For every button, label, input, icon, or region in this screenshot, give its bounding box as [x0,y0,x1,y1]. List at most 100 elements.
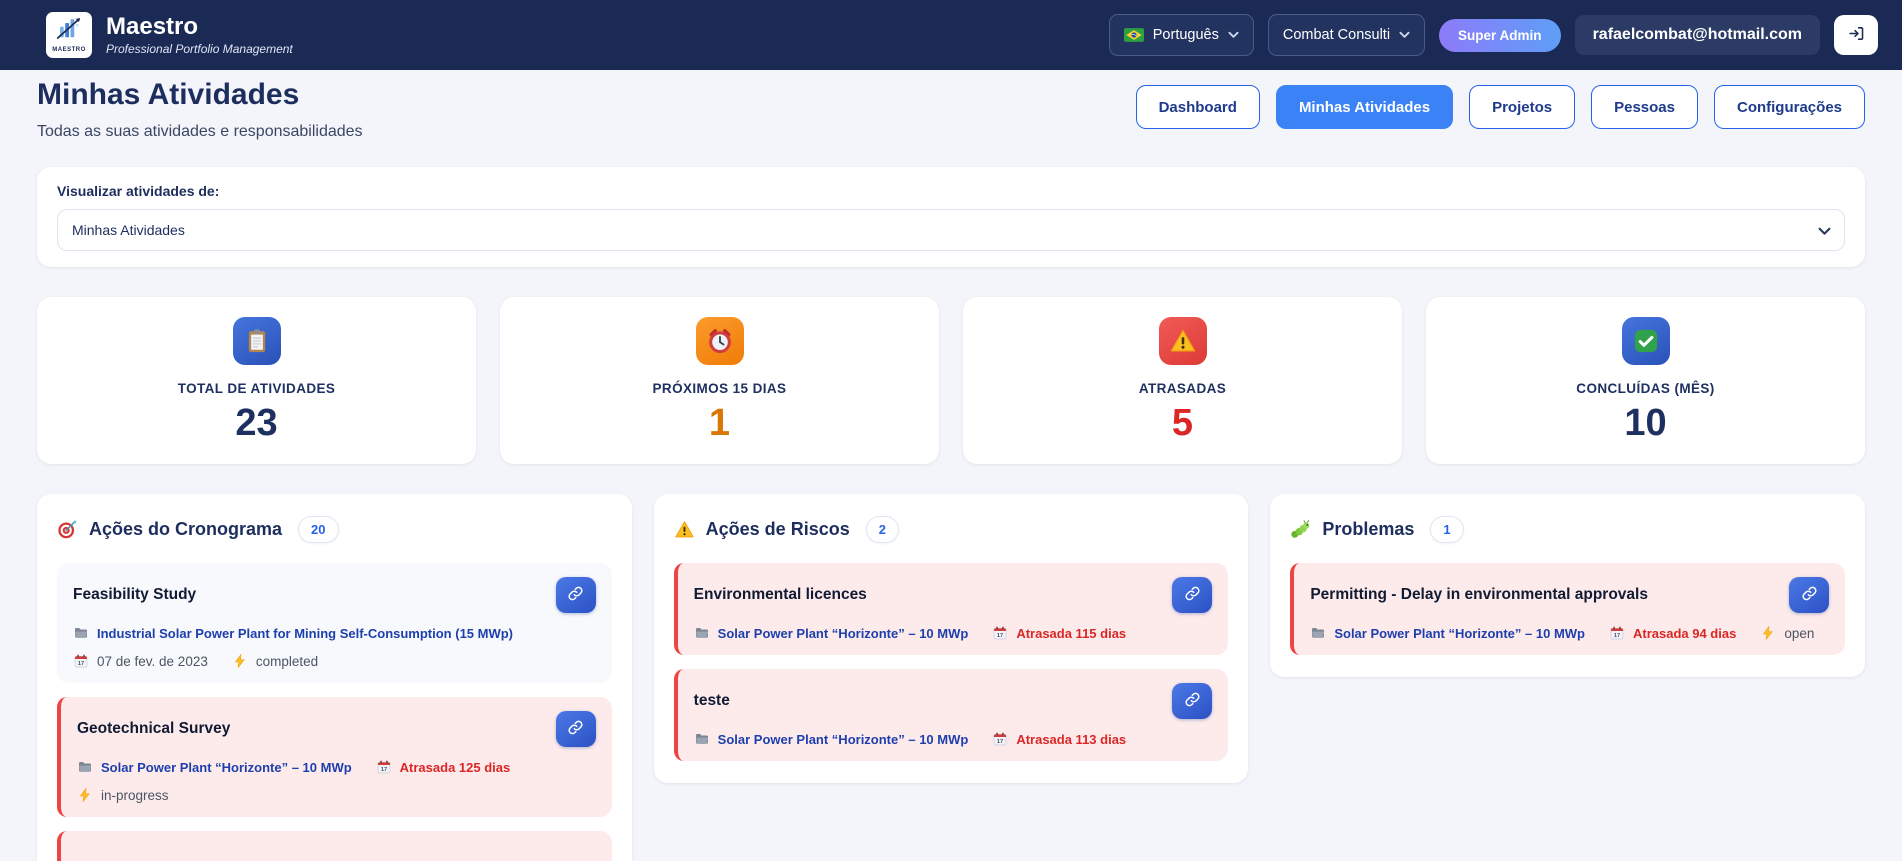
logout-button[interactable] [1834,15,1878,55]
tab-minhas-atividades[interactable]: Minhas Atividades [1275,85,1454,129]
stat-label: PRÓXIMOS 15 DIAS [652,381,787,396]
page-nav: Dashboard Minhas Atividades Projetos Pessoa… [1135,85,1865,129]
open-link-button[interactable] [1172,683,1213,719]
project-link[interactable]: Solar Power Plant “Horizonte” – 10 MWp [77,759,352,775]
stat-card: TOTAL DE ATIVIDADES 23 [37,297,476,464]
board-column: Ações do Cronograma 20 Feasibility Study… [37,494,632,861]
stat-value: 10 [1624,402,1667,444]
overdue-label: 17 Atrasada 115 dias [992,625,1126,641]
folder-icon [77,759,93,775]
svg-text:17: 17 [997,633,1003,639]
chevron-down-icon [1228,31,1239,39]
activities-filter-card: Visualizar atividades de: Minhas Ativida… [37,167,1865,267]
calendar-icon: 17 [1609,625,1625,641]
board: Ações do Cronograma 20 Feasibility Study… [37,494,1865,861]
user-email: rafaelcombat@hotmail.com [1574,15,1820,55]
stat-value: 23 [235,402,278,444]
project-link[interactable]: Solar Power Plant “Horizonte” – 10 MWp [1310,625,1585,641]
svg-text:17: 17 [1614,633,1620,639]
tab-projetos[interactable]: Projetos [1469,85,1576,129]
language-select[interactable]: Português [1108,14,1254,56]
task-card: Environmental licences Solar Power Plant… [673,563,1229,655]
open-link-button[interactable] [555,577,596,613]
open-link-button[interactable] [555,711,596,747]
overdue-label: 17 Atrasada 94 dias [1609,625,1736,641]
check-icon [1621,317,1670,365]
tab-pessoas[interactable]: Pessoas [1591,85,1698,129]
alarm-icon [695,317,744,365]
task-title: Permitting - Delay in environmental appr… [1310,586,1648,603]
open-link-button[interactable] [1789,577,1829,613]
company-select[interactable]: Combat Consulti [1267,14,1426,56]
calendar-icon: 17 [992,731,1008,747]
maestro-logo: MAESTRO [46,12,92,58]
column-title: Problemas [1322,519,1415,539]
stat-label: TOTAL DE ATIVIDADES [177,381,336,396]
svg-text:17: 17 [997,739,1003,745]
task-title: Environmental licences [693,586,867,603]
column-count-badge: 2 [865,516,899,543]
meta-text: in-progress [77,787,169,803]
column-title: Ações de Riscos [705,519,850,539]
page-subtitle: Todas as suas atividades e responsabilid… [37,123,363,140]
meta-text: completed [232,653,318,669]
tab-configura-es[interactable]: Configurações [1713,85,1865,129]
task-card: Geotechnical Survey Solar Power Plant “H… [57,697,612,817]
calendar-icon: 17 [73,653,89,669]
brand-tagline: Professional Portfolio Management [106,42,293,57]
chevron-down-icon [1399,31,1410,39]
stat-value: 1 [708,402,731,444]
logo-caption: MAESTRO [52,47,86,53]
column-count-badge: 1 [1430,516,1464,543]
link-icon [567,585,584,605]
main-content: Minhas Atividades Todas as suas atividad… [0,70,1902,861]
board-column: Ações de Riscos 2 Environmental licences… [653,494,1249,783]
stat-label: CONCLUÍDAS (MÊS) [1576,381,1715,396]
stat-card: ATRASADAS 5 [963,297,1402,464]
link-icon [1184,691,1201,711]
brand-name: Maestro [106,12,199,40]
activities-filter-select[interactable]: Minhas Atividades [57,209,1845,251]
zap-icon [232,653,248,669]
task-title: teste [693,692,730,709]
task-card: Feasibility Study Industrial Solar Power… [57,563,612,683]
zap-icon [1760,625,1776,641]
task-title: Geotechnical Survey [77,720,231,737]
brazil-flag-icon [1123,28,1144,42]
language-value: Português [1152,27,1219,43]
tab-dashboard[interactable]: Dashboard [1135,85,1260,129]
svg-text:17: 17 [381,767,387,773]
filter-label: Visualizar atividades de: [57,183,220,199]
project-link[interactable]: Solar Power Plant “Horizonte” – 10 MWp [694,731,968,747]
brand: MAESTRO Maestro Professional Portfolio M… [46,12,293,58]
role-badge: Super Admin [1439,18,1561,52]
clipboard-icon [232,317,281,365]
link-icon [1184,585,1201,605]
column-title: Ações do Cronograma [89,519,283,539]
project-link[interactable]: Solar Power Plant “Horizonte” – 10 MWp [694,625,968,641]
overdue-label: 17 Atrasada 113 dias [992,731,1126,747]
stat-card: CONCLUÍDAS (MÊS) 10 [1426,297,1865,464]
folder-icon [694,625,710,641]
folder-icon [694,731,710,747]
task-card: teste Solar Power Plant “Horizonte” – 10… [673,669,1229,761]
app-header: MAESTRO Maestro Professional Portfolio M… [0,0,1902,70]
stat-card: PRÓXIMOS 15 DIAS 1 [500,297,939,464]
svg-text:17: 17 [78,661,84,667]
folder-icon [1310,625,1326,641]
warning-icon [1158,317,1207,365]
chart-rocket-icon [54,17,84,46]
project-link[interactable]: Industrial Solar Power Plant for Mining … [73,625,513,641]
overdue-label: 17 Atrasada 125 dias [376,759,510,775]
calendar-icon: 17 [992,625,1008,641]
page-title: Minhas Atividades [37,78,300,111]
task-title: Feasibility Study [73,586,197,603]
logout-icon [1848,25,1865,45]
stat-value: 5 [1171,402,1194,444]
open-link-button[interactable] [1172,577,1213,613]
link-icon [567,719,584,739]
meta-text: open [1760,625,1814,641]
task-card: Permitting - Delay in environmental appr… [1290,563,1845,655]
link-icon [1801,585,1818,605]
board-column: Problemas 1 Permitting - Delay in enviro… [1270,494,1865,677]
